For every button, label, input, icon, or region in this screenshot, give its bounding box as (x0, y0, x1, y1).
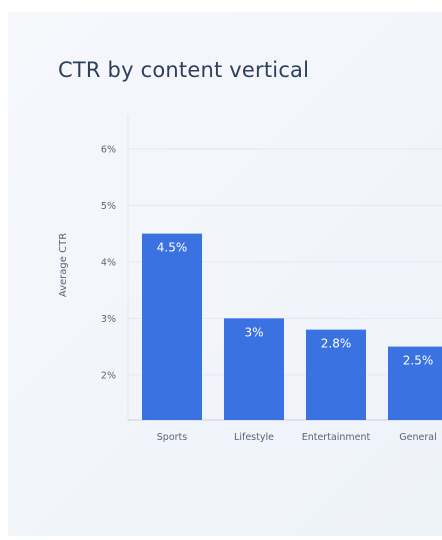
y-tick-label: 6% (101, 144, 116, 155)
y-tick-label: 4% (101, 257, 116, 268)
y-tick-labels: 2% 3% 4% 5% 6% (101, 144, 116, 381)
bar-sports (142, 233, 202, 420)
y-tick-label: 2% (101, 370, 116, 381)
y-tick-label: 3% (101, 314, 116, 325)
bar-entertainment (306, 329, 366, 420)
bar-value-label: 2.5% (403, 354, 434, 368)
x-tick-label: Entertainment (302, 432, 371, 443)
bar-value-label: 4.5% (157, 241, 188, 255)
chart-card (8, 12, 442, 536)
bars (142, 233, 442, 420)
x-tick-label: Sports (157, 432, 188, 443)
bar-value-label: 3% (244, 325, 263, 339)
bar-value-labels: 4.5% 3% 2.8% 2.5% (157, 241, 434, 368)
bar-general (388, 346, 442, 420)
x-tick-label: General (399, 432, 436, 443)
bar-value-label: 2.8% (321, 337, 352, 351)
chart-title: CTR by content vertical (58, 58, 310, 82)
y-tick-label: 5% (101, 201, 116, 212)
x-tick-label: Lifestyle (234, 432, 274, 443)
bar-lifestyle (224, 318, 284, 420)
x-tick-labels: Sports Lifestyle Entertainment General (157, 432, 437, 443)
y-axis-title: Average CTR (58, 233, 69, 297)
